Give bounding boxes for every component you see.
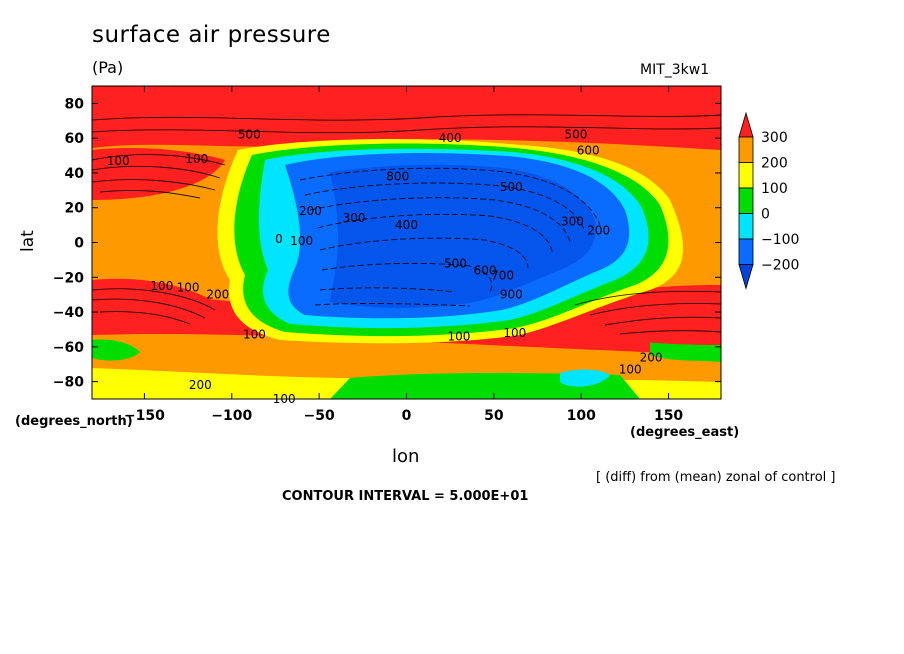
- contour-label: 100: [273, 392, 296, 406]
- colorbar-label: 200: [761, 156, 788, 172]
- contour-label: 100: [619, 362, 642, 376]
- contour-label: 100: [177, 281, 200, 295]
- y-tick-label: −60: [53, 340, 84, 356]
- contour-label: 600: [474, 263, 497, 277]
- contour-label: 700: [491, 269, 514, 283]
- colorbar-label: 100: [761, 181, 788, 197]
- x-tick-label: −50: [304, 408, 335, 424]
- colorbar-label: −200: [761, 258, 799, 274]
- colorbar-label: 300: [761, 130, 788, 146]
- contour-label: 500: [444, 256, 467, 270]
- contour-label: 200: [587, 223, 610, 237]
- x-axis-label: lon: [392, 446, 420, 467]
- x-tick-label: 100: [567, 408, 596, 424]
- y-tick-label: −80: [53, 375, 84, 391]
- x-tick-label: 50: [484, 408, 504, 424]
- y-tick-label: 0: [74, 236, 84, 252]
- contour-label: 500: [500, 180, 523, 194]
- y-tick-label: 40: [65, 166, 85, 182]
- contour-label: 100: [290, 234, 313, 248]
- x-tick-label: 150: [654, 408, 683, 424]
- colorbar-cap-bottom: [738, 264, 754, 290]
- chart-title: surface air pressure: [92, 22, 331, 48]
- contour-label: 800: [386, 169, 409, 183]
- contour-label: 100: [503, 326, 526, 340]
- pressure-field: [92, 86, 721, 399]
- model-label: MIT_3kw1: [640, 62, 710, 78]
- contour-label: 200: [640, 350, 663, 364]
- contour-interval: CONTOUR INTERVAL = 5.000E+01: [282, 489, 529, 504]
- contour-label: 100: [447, 329, 470, 343]
- y-tick-label: −20: [53, 270, 84, 286]
- chart-units: (Pa): [92, 58, 124, 77]
- colorbar-segment: [738, 187, 754, 214]
- contour-label: 900: [500, 288, 523, 302]
- contour-label: 100: [185, 152, 208, 166]
- colorbar-segment: [738, 162, 754, 189]
- contour-label: 500: [238, 128, 261, 142]
- contour-label: 0: [275, 232, 283, 246]
- colorbar-segment: [738, 238, 754, 265]
- colorbar-segment: [738, 213, 754, 240]
- diff-note: [ (diff) from (mean) zonal of control ]: [596, 470, 836, 485]
- contour-label: 200: [189, 378, 212, 392]
- y-tick-label: 80: [65, 96, 85, 112]
- x-axis-units: (degrees_east): [630, 425, 740, 440]
- contour-label: 200: [299, 204, 322, 218]
- x-tick-label: −100: [211, 408, 252, 424]
- colorbar-label: 0: [761, 207, 770, 223]
- contour-label: 600: [577, 143, 600, 157]
- contour-label: 100: [243, 328, 266, 342]
- colorbar-cap-top: [738, 111, 754, 138]
- contour-label: 300: [561, 215, 584, 229]
- y-tick-label: 20: [65, 201, 85, 217]
- contour-label: 100: [107, 154, 130, 168]
- contour-label: 400: [395, 218, 418, 232]
- contour-label: 500: [565, 128, 588, 142]
- contour-label: 300: [343, 211, 366, 225]
- y-axis-units: (degrees_north): [15, 414, 133, 429]
- contour-label: 100: [150, 279, 173, 293]
- y-tick-label: −40: [53, 305, 84, 321]
- colorbar: 300 200 100 0 −100 −200: [738, 111, 799, 290]
- contour-label: 400: [439, 131, 462, 145]
- x-tick-label: 0: [402, 408, 412, 424]
- x-tick-label: −150: [124, 408, 165, 424]
- colorbar-label: −100: [761, 232, 799, 248]
- y-tick-label: 60: [65, 131, 85, 147]
- colorbar-segment: [738, 136, 754, 163]
- contour-label: 200: [206, 288, 229, 302]
